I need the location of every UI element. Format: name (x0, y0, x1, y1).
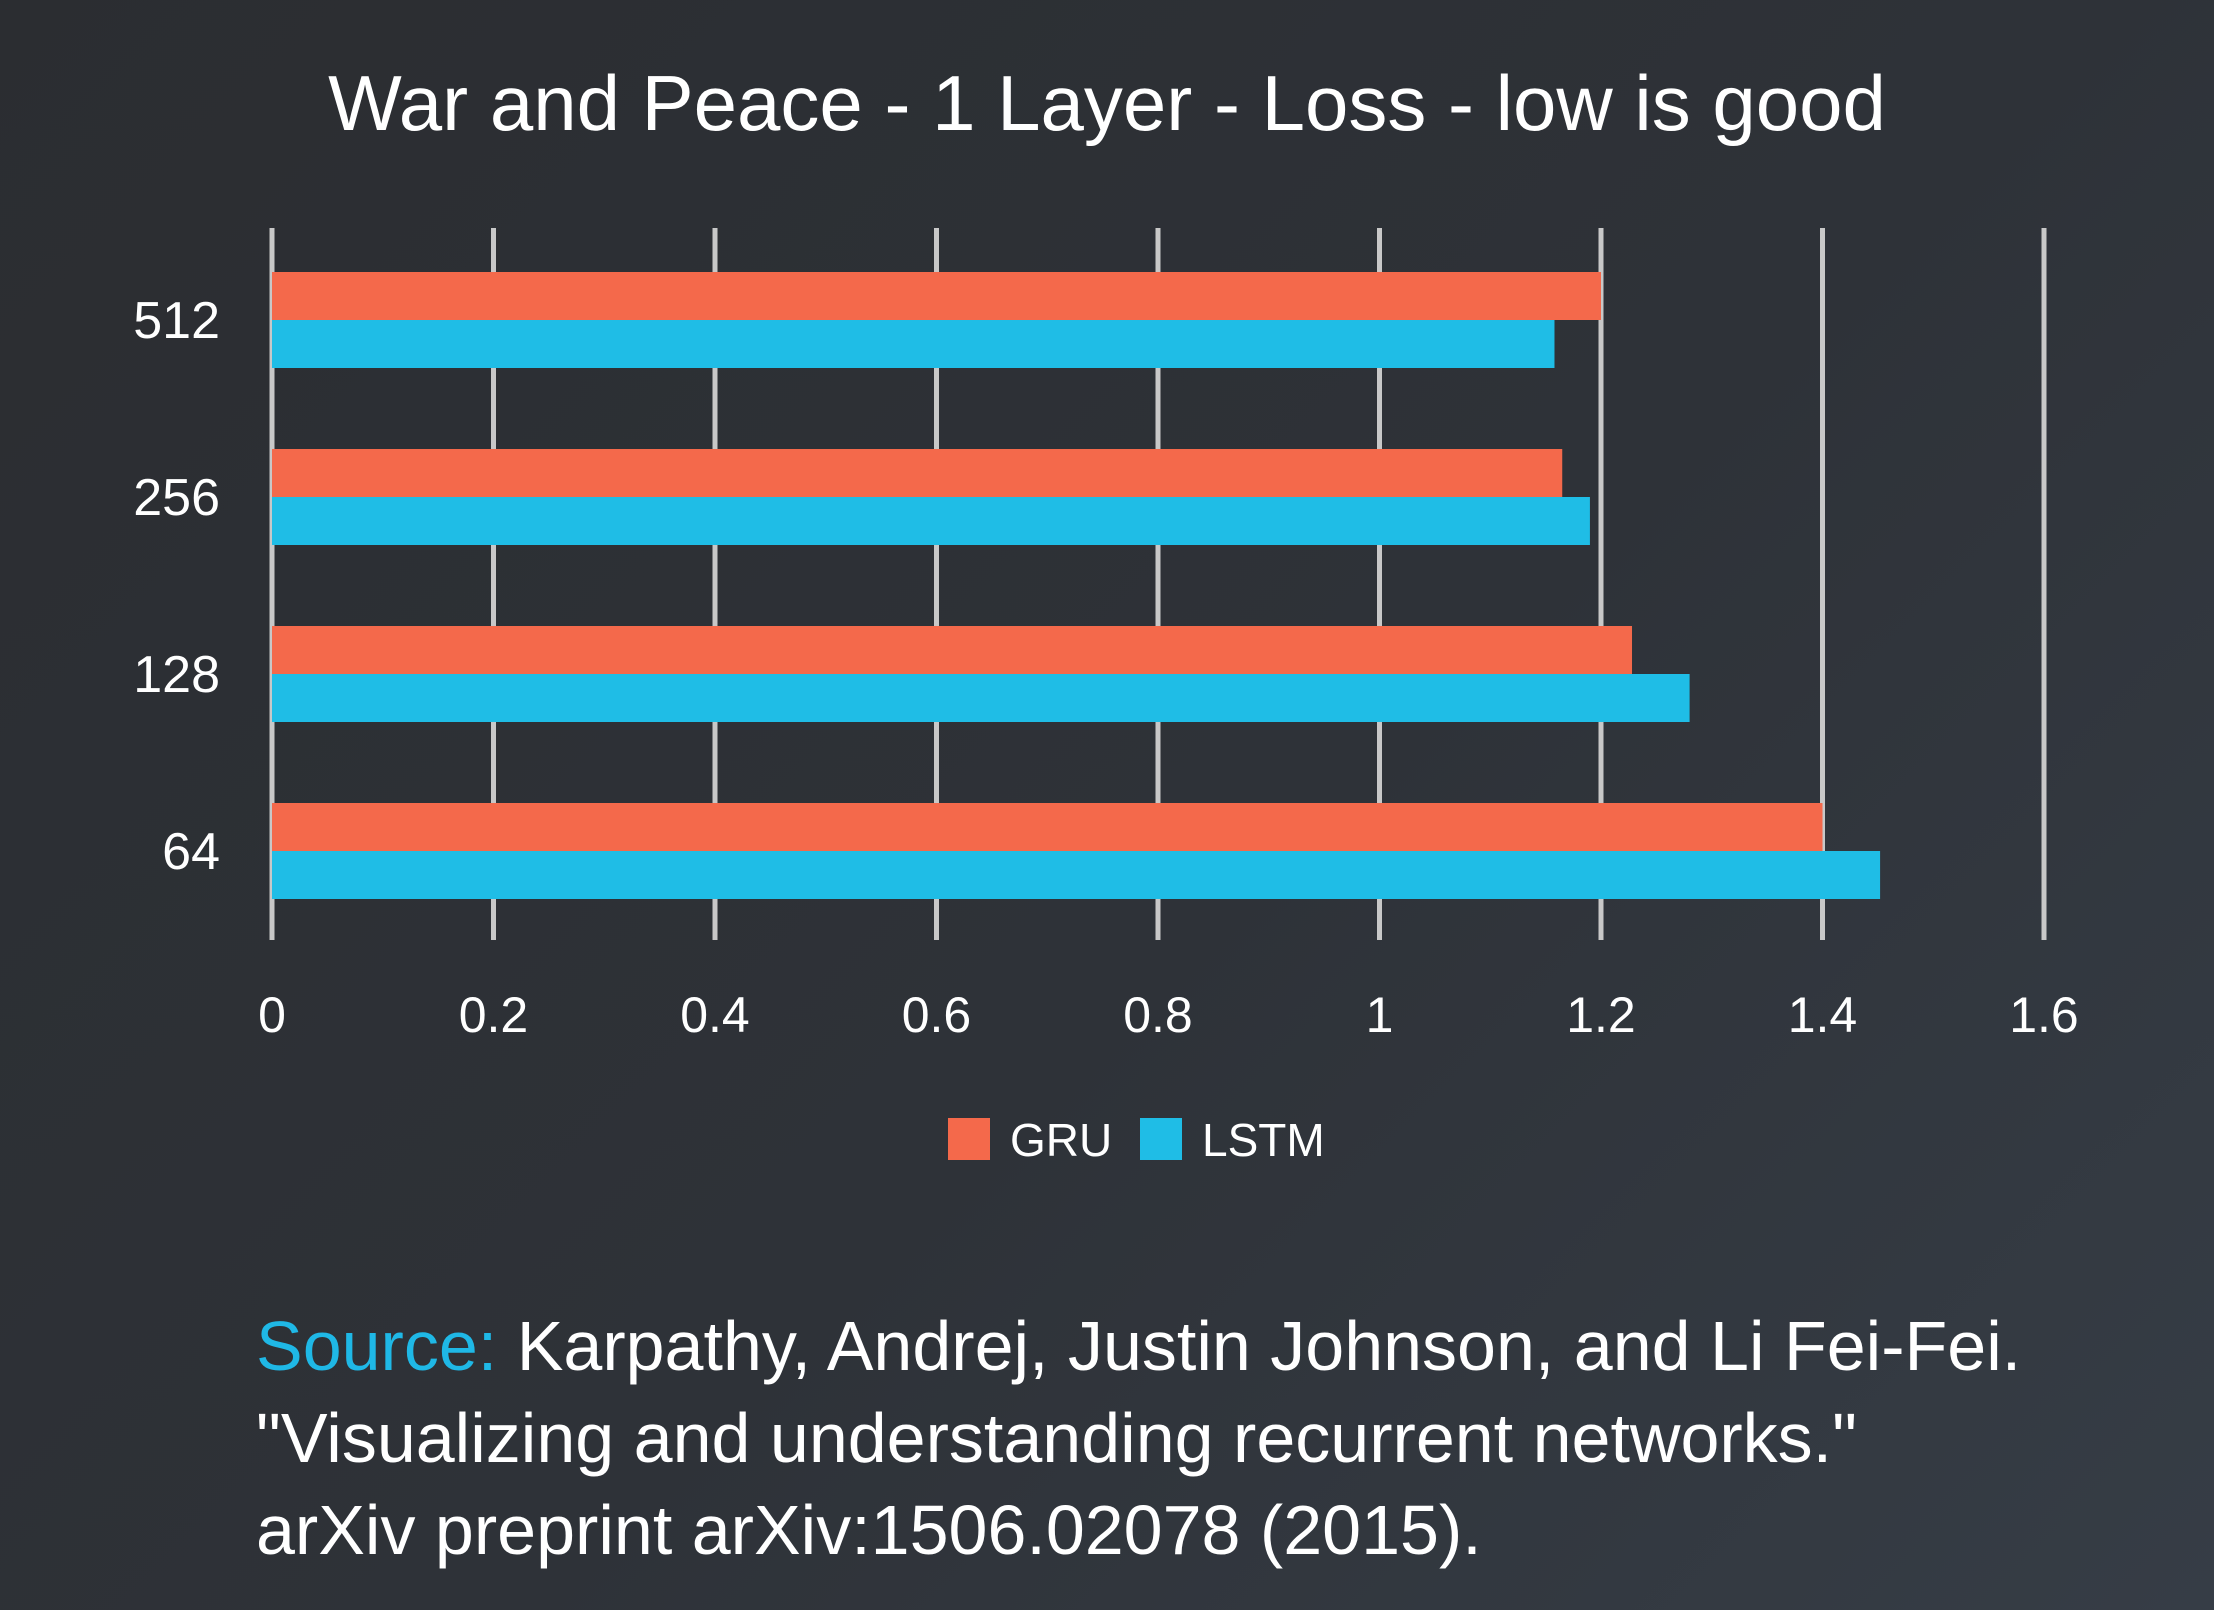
y-category-label: 512 (133, 292, 220, 350)
y-axis-categories: 512 256 128 64 (133, 292, 220, 881)
bar-gru-256 (272, 449, 1563, 497)
legend-label-gru: GRU (1010, 1114, 1112, 1166)
bar-lstm-64 (272, 851, 1881, 899)
citation-authors: Karpathy, Andrej, Justin Johnson, and Li… (497, 1307, 2022, 1385)
legend-label-lstm: LSTM (1202, 1114, 1325, 1166)
bar-lstm-128 (272, 674, 1690, 722)
chart-title: War and Peace - 1 Layer - Loss - low is … (328, 59, 1886, 147)
y-category-label: 128 (133, 646, 220, 704)
bar-gru-128 (272, 626, 1633, 674)
x-tick-label: 0.2 (459, 987, 529, 1043)
x-axis-ticks: 0 0.2 0.4 0.6 0.8 1 1.2 1.4 1.6 (258, 987, 2079, 1043)
x-tick-label: 0.4 (680, 987, 750, 1043)
x-tick-label: 0 (258, 987, 286, 1043)
citation-source-label: Source: (256, 1307, 498, 1385)
bar-lstm-512 (272, 320, 1555, 368)
legend-swatch-gru (948, 1118, 990, 1160)
y-category-label: 64 (162, 823, 220, 881)
citation-line-3: arXiv preprint arXiv:1506.02078 (2015). (256, 1491, 1482, 1569)
x-tick-label: 1 (1366, 987, 1394, 1043)
citation-line-1: Source: Karpathy, Andrej, Justin Johnson… (256, 1300, 2176, 1392)
x-tick-label: 1.6 (2009, 987, 2079, 1043)
bar-gru-64 (272, 803, 1823, 851)
x-tick-label: 1.4 (1788, 987, 1858, 1043)
x-tick-label: 0.8 (1123, 987, 1193, 1043)
legend: GRU LSTM (948, 1114, 1325, 1166)
legend-swatch-lstm (1140, 1118, 1182, 1160)
bar-gru-512 (272, 272, 1601, 320)
citation-line-2: "Visualizing and understanding recurrent… (256, 1399, 1857, 1477)
x-tick-label: 0.6 (902, 987, 972, 1043)
bar-lstm-256 (272, 497, 1590, 545)
citation: Source: Karpathy, Andrej, Justin Johnson… (256, 1300, 2176, 1576)
y-category-label: 256 (133, 469, 220, 527)
bars (272, 272, 1881, 899)
x-tick-label: 1.2 (1566, 987, 1636, 1043)
